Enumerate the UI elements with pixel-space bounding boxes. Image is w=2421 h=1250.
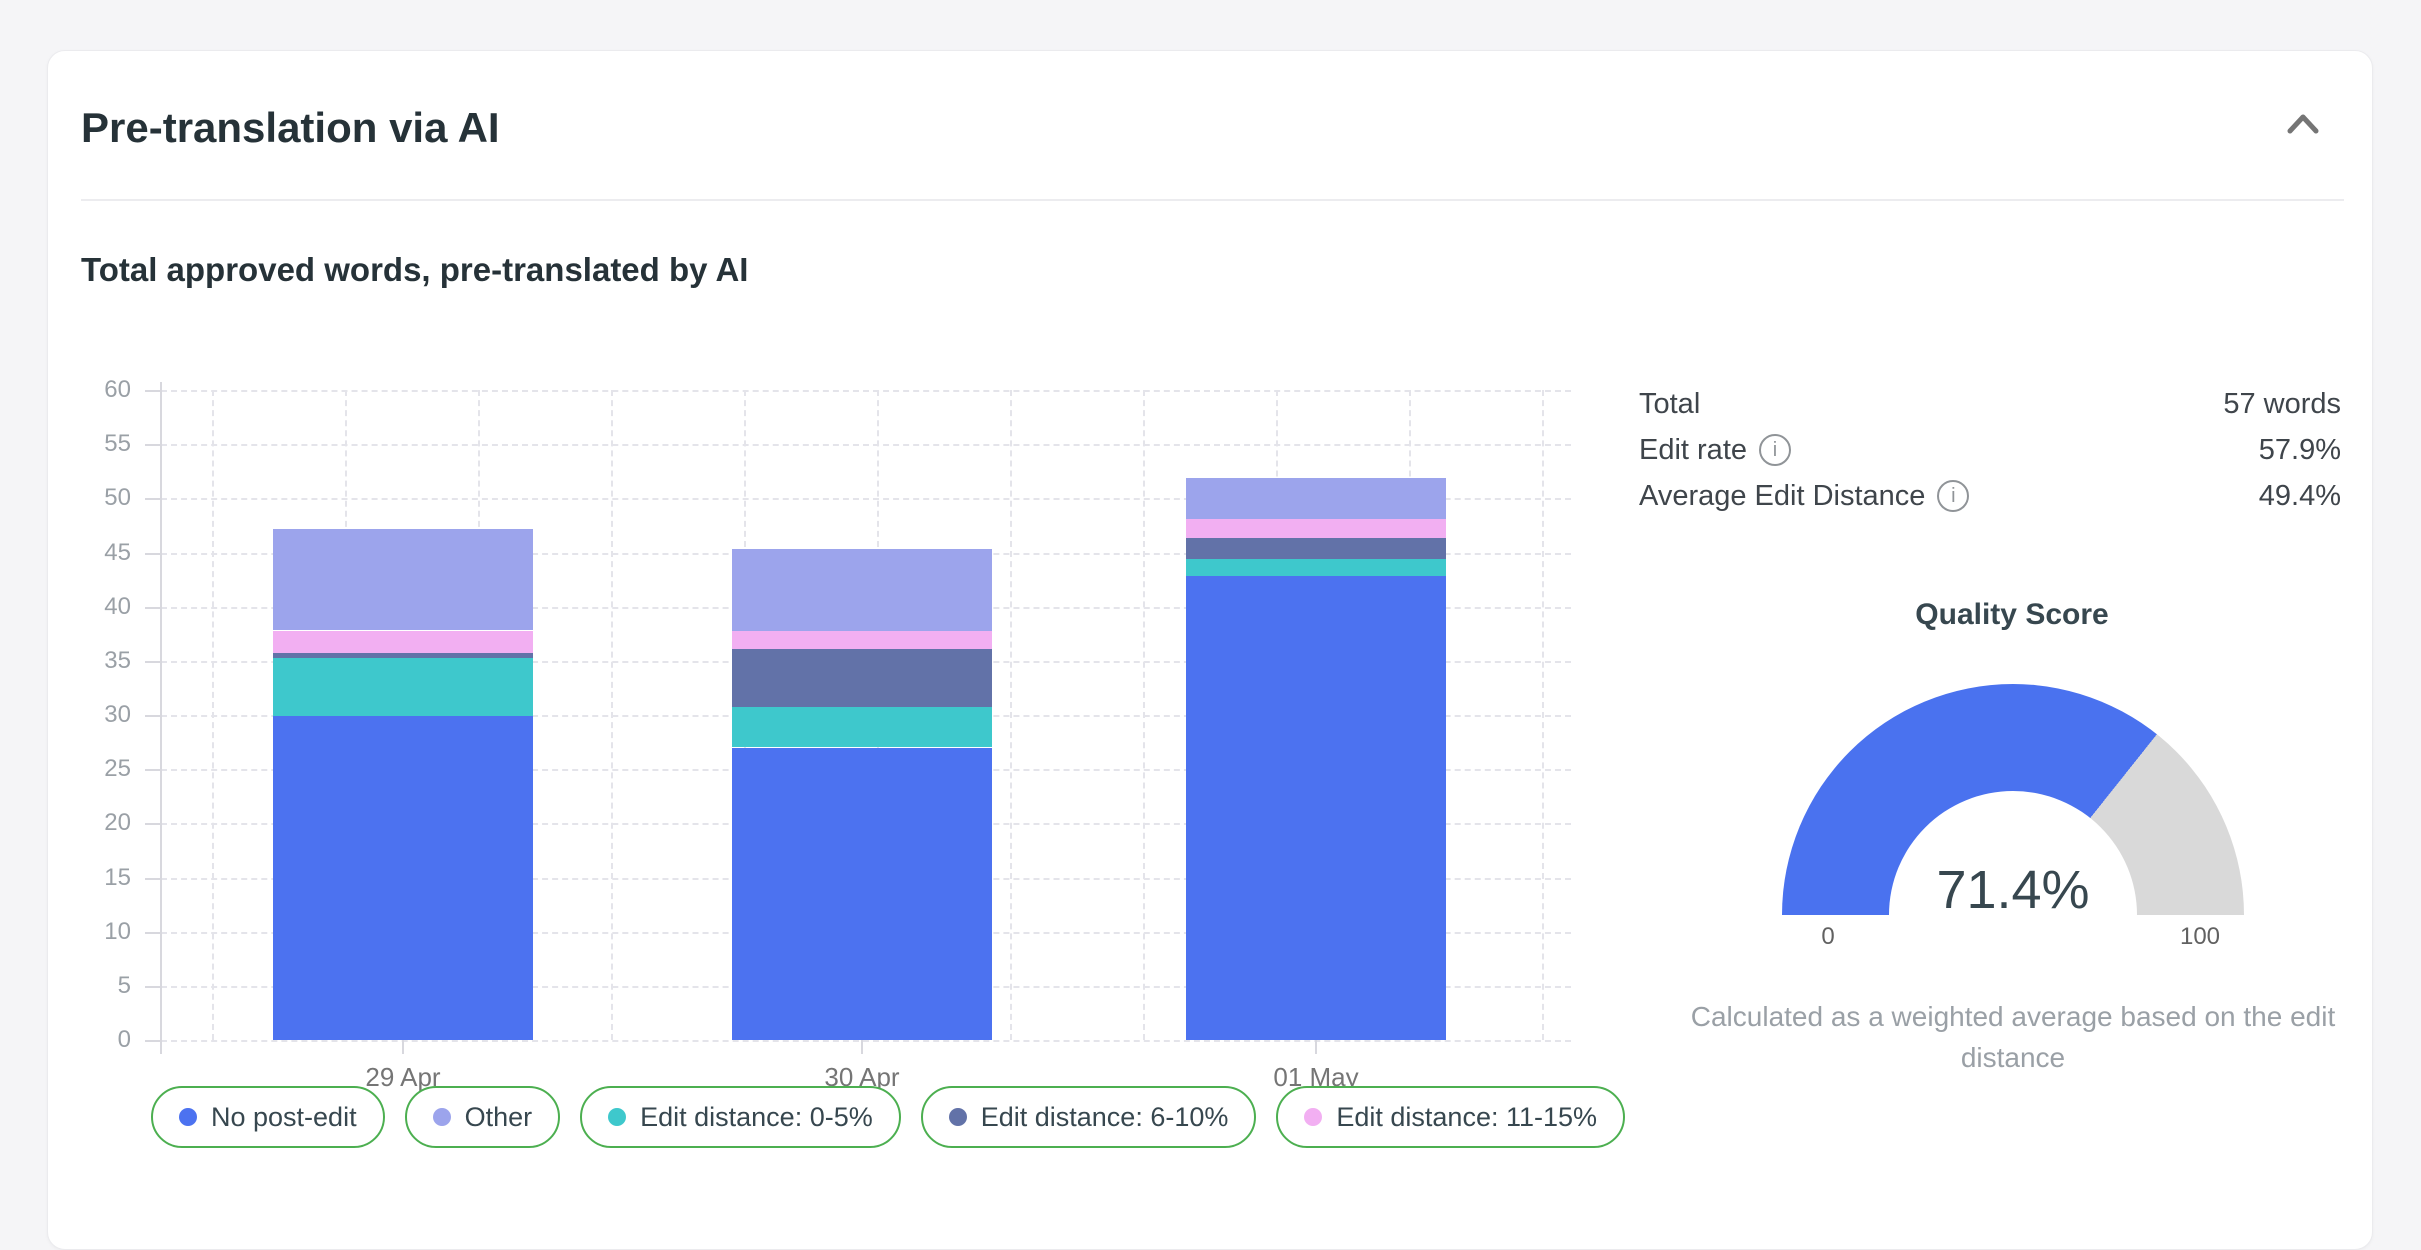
y-axis-label-0: 0 — [117, 1026, 131, 1053]
pre-translation-card: Pre-translation via AI Total approved wo… — [47, 50, 2373, 1250]
stat-label: Edit rate i — [1639, 434, 1791, 467]
y-tick-15 — [145, 877, 161, 880]
bar-segment — [1186, 538, 1446, 559]
stat-label-text: Total — [1639, 387, 1701, 420]
chart-legend: No post-edit Other Edit distance: 0-5% Edit… — [151, 1086, 1626, 1148]
bar-segment — [1186, 576, 1446, 1040]
stat-value: 49.4% — [2258, 479, 2341, 512]
y-tick-60 — [145, 390, 161, 392]
bar-segment — [732, 747, 992, 1040]
y-axis-line — [160, 382, 162, 1054]
bar-segment — [732, 648, 992, 708]
gridline-x-7 — [1143, 390, 1145, 1040]
legend-pill[interactable]: Edit distance: 6-10% — [920, 1086, 1257, 1148]
y-axis-label-40: 40 — [104, 592, 131, 620]
legend-dot-icon — [179, 1108, 197, 1126]
y-tick-5 — [145, 985, 161, 988]
legend-label: Other — [464, 1101, 533, 1132]
legend-pill[interactable]: Edit distance: 0-5% — [580, 1086, 901, 1148]
y-axis-label-15: 15 — [104, 863, 131, 891]
legend-dot-icon — [948, 1108, 967, 1126]
y-axis-label-20: 20 — [104, 809, 131, 837]
bar-segment — [273, 716, 533, 1040]
gauge-value: 71.4% — [1936, 860, 2090, 915]
stat-label-text: Edit rate — [1639, 433, 1747, 466]
legend-dot-icon — [608, 1108, 627, 1126]
bar-segment — [273, 528, 533, 631]
y-axis-label-5: 5 — [117, 971, 131, 999]
quality-score-gauge: 71.4% — [1782, 684, 2244, 915]
legend-dot-icon — [432, 1108, 451, 1126]
info-icon[interactable]: i — [1937, 480, 1970, 512]
y-axis-label-45: 45 — [104, 538, 131, 566]
y-tick-30 — [145, 715, 161, 717]
bar-segment — [732, 630, 992, 649]
y-tick-45 — [145, 552, 161, 555]
legend-pill[interactable]: Edit distance: 11-15% — [1276, 1086, 1626, 1148]
legend-label: Edit distance: 0-5% — [640, 1101, 873, 1132]
y-tick-35 — [145, 660, 161, 663]
bar-segment — [732, 549, 992, 631]
bar-segment — [273, 630, 533, 654]
gauge-max-label: 100 — [2179, 923, 2221, 950]
x-tick-0 — [402, 1040, 404, 1054]
gridline-y-0 — [161, 1040, 1571, 1042]
bar-segment — [273, 657, 533, 717]
collapse-section-button[interactable] — [2277, 98, 2329, 150]
bar-segment — [1186, 559, 1446, 577]
stat-row: Edit rate i 57.9% — [1639, 427, 2341, 473]
chart-section-title: Total approved words, pre-translated by … — [81, 251, 749, 288]
stat-value: 57.9% — [2258, 433, 2341, 466]
legend-pill[interactable]: No post-edit — [151, 1086, 385, 1148]
gridline-x-6 — [1010, 390, 1012, 1040]
summary-stats: Total 57 words Edit rate i 57.9% Average Edit… — [1639, 381, 2341, 519]
y-axis-label-35: 35 — [104, 646, 131, 674]
y-axis-label-60: 60 — [104, 376, 131, 403]
x-tick-2 — [1315, 1040, 1317, 1054]
bar-segment — [273, 653, 533, 658]
legend-pill[interactable]: Other — [404, 1086, 561, 1148]
y-tick-55 — [145, 444, 161, 447]
stat-row: Total 57 words — [1639, 381, 2341, 427]
legend-label: No post-edit — [211, 1101, 357, 1132]
y-tick-20 — [145, 823, 161, 826]
y-tick-10 — [145, 931, 161, 934]
y-axis-label-30: 30 — [104, 701, 131, 728]
y-axis-label-50: 50 — [104, 484, 131, 512]
gridline-x-10 — [1542, 390, 1544, 1040]
legend-dot-icon — [1304, 1108, 1323, 1126]
gauge-title: Quality Score — [1915, 598, 2109, 631]
y-tick-40 — [145, 606, 161, 609]
header-divider — [81, 199, 2344, 201]
legend-label: Edit distance: 6-10% — [980, 1101, 1229, 1132]
bar-segment — [1186, 518, 1446, 539]
stacked-bar-chart: 0 5 10 15 20 25 30 35 40 45 50 55 60 29 Apr 30 Apr 01 M… — [104, 378, 1571, 1092]
bar-segment — [1186, 477, 1446, 519]
stat-label: Total — [1639, 388, 1700, 421]
gridline-y-60 — [161, 390, 1571, 392]
card-title: Pre-translation via AI — [81, 104, 500, 151]
stat-row: Average Edit Distance i 49.4% — [1639, 473, 2341, 519]
gridline-y-55 — [161, 444, 1571, 447]
chevron-up-icon — [2287, 114, 2319, 134]
gridline-y-50 — [161, 498, 1571, 501]
y-axis-label-55: 55 — [104, 430, 131, 458]
gridline-x-3 — [611, 390, 613, 1040]
info-icon[interactable]: i — [1759, 434, 1791, 466]
y-axis-label-25: 25 — [104, 755, 131, 783]
x-tick-1 — [861, 1040, 863, 1054]
y-tick-25 — [145, 769, 161, 772]
gauge-caption: Calculated as a weighted average based o… — [1690, 1001, 2336, 1073]
y-tick-50 — [145, 498, 161, 501]
gauge-min-label: 0 — [1821, 923, 1835, 950]
stat-label: Average Edit Distance i — [1639, 479, 1970, 513]
y-axis-label-10: 10 — [104, 917, 131, 945]
y-tick-0 — [145, 1040, 161, 1042]
legend-label: Edit distance: 11-15% — [1336, 1101, 1598, 1132]
gridline-x-0 — [212, 390, 214, 1040]
stat-label-text: Average Edit Distance — [1639, 479, 1926, 512]
bar-segment — [732, 707, 992, 748]
stat-value: 57 words — [2223, 387, 2341, 420]
